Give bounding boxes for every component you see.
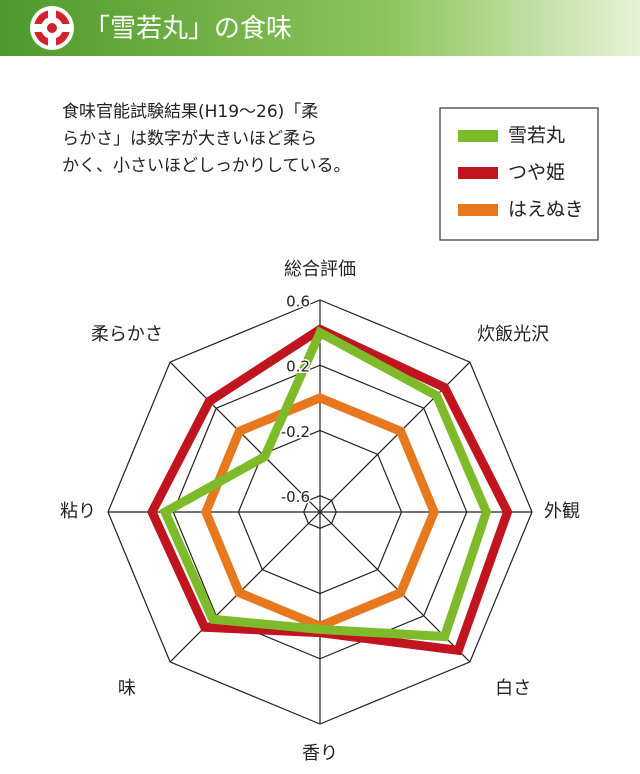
category-label: 総合評価 [284, 259, 356, 280]
r-tick-label: -0.6 [281, 488, 310, 506]
legend-swatch [458, 204, 498, 216]
category-label: 外観 [544, 501, 580, 522]
legend-swatch [458, 130, 498, 142]
description-line: らかさ」は数字が大きいほど柔ら [62, 129, 317, 149]
legend-label: 雪若丸 [508, 125, 565, 147]
legend-label: はえぬき [508, 199, 584, 221]
spoke [169, 511, 321, 663]
category-label: 粘り [60, 501, 96, 522]
header-title: 「雪若丸」の食味 [84, 14, 292, 44]
r-tick-label: 0.2 [286, 358, 310, 376]
category-label: 香り [302, 743, 338, 764]
legend-swatch [458, 167, 498, 179]
description-line: かく、小さいほどしっかりしている。 [62, 156, 351, 176]
category-label: 味 [118, 678, 136, 699]
legend-label: つや姫 [508, 162, 565, 184]
category-label: 白さ [495, 678, 531, 699]
spoke [169, 361, 321, 513]
header-banner [0, 0, 640, 56]
series-line [159, 326, 492, 642]
r-tick-label: 0.6 [286, 293, 310, 311]
description-line: 食味官能試験結果(H19～26)「柔 [62, 102, 318, 122]
r-tick-label: -0.2 [281, 423, 310, 441]
logo [30, 6, 74, 50]
category-label: 炊飯光沢 [477, 324, 549, 345]
category-label: 柔らかさ [91, 324, 163, 345]
